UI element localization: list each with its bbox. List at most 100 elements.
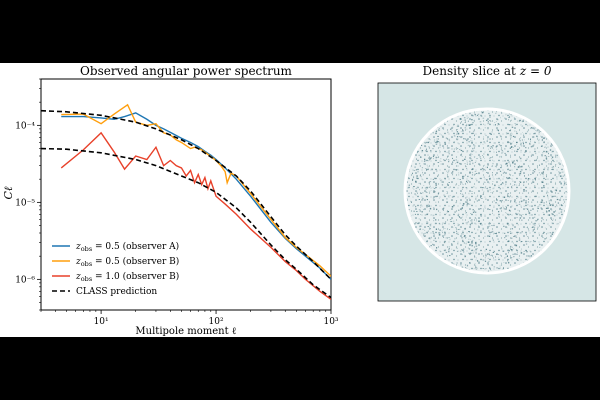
- density-speck: [438, 141, 440, 144]
- density-speck: [470, 213, 472, 214]
- density-speck: [516, 131, 518, 133]
- series-line-0: [61, 112, 331, 280]
- density-speck: [422, 174, 424, 176]
- density-speck: [456, 138, 459, 140]
- density-speck: [483, 136, 485, 138]
- density-speck: [440, 161, 442, 162]
- density-speck: [437, 157, 439, 158]
- density-speck: [536, 158, 538, 160]
- density-speck: [482, 193, 484, 195]
- density-speck: [519, 214, 521, 216]
- density-speck: [461, 182, 463, 184]
- density-speck: [497, 254, 499, 255]
- density-speck: [413, 176, 415, 178]
- density-speck: [467, 203, 469, 205]
- density-speck: [555, 154, 557, 157]
- density-speck: [511, 246, 513, 248]
- density-speck: [430, 237, 432, 239]
- density-speck: [429, 159, 430, 161]
- density-speck: [530, 255, 532, 257]
- density-speck: [551, 196, 553, 198]
- density-speck: [527, 178, 530, 180]
- density-speck: [424, 229, 426, 231]
- density-speck: [422, 171, 423, 174]
- density-speck: [477, 194, 479, 197]
- density-speck: [426, 164, 428, 166]
- density-speck: [523, 205, 526, 207]
- density-speck: [422, 192, 424, 194]
- density-speck: [462, 219, 464, 221]
- density-speck: [475, 248, 477, 251]
- density-speck: [419, 175, 421, 177]
- density-speck: [445, 151, 447, 153]
- density-speck: [470, 243, 472, 246]
- density-speck: [534, 132, 536, 134]
- density-speck: [489, 235, 491, 237]
- density-speck: [443, 241, 446, 243]
- density-speck: [486, 188, 488, 190]
- density-speck: [530, 138, 531, 141]
- density-speck: [470, 139, 472, 142]
- density-speck: [483, 168, 485, 170]
- density-speck: [457, 215, 459, 216]
- density-speck: [467, 139, 469, 141]
- density-speck: [473, 186, 475, 188]
- density-speck: [492, 181, 494, 182]
- density-speck: [513, 248, 515, 250]
- density-speck: [452, 157, 454, 160]
- density-speck: [529, 144, 531, 145]
- density-speck: [432, 232, 434, 234]
- density-speck: [425, 188, 427, 190]
- density-speck: [428, 181, 431, 183]
- density-speck: [429, 139, 431, 141]
- density-speck: [547, 167, 549, 169]
- density-speck: [455, 184, 457, 186]
- density-speck: [484, 260, 487, 262]
- density-speck: [561, 171, 563, 173]
- density-speck: [517, 232, 519, 233]
- density-speck: [493, 191, 495, 193]
- density-speck: [507, 194, 509, 196]
- density-speck: [442, 232, 444, 234]
- density-speck: [482, 117, 485, 119]
- density-speck: [484, 158, 485, 160]
- density-speck: [432, 207, 435, 208]
- density-speck: [461, 253, 463, 256]
- density-speck: [430, 228, 431, 230]
- density-speck: [534, 141, 535, 143]
- density-speck: [537, 166, 538, 169]
- density-speck: [499, 200, 501, 202]
- density-speck: [461, 233, 463, 235]
- density-speck: [438, 141, 440, 143]
- density-speck: [432, 165, 434, 167]
- density-speck: [528, 255, 530, 257]
- density-speck: [415, 180, 417, 182]
- density-speck: [466, 162, 468, 164]
- density-speck: [446, 145, 448, 147]
- density-speck: [436, 195, 439, 197]
- density-speck: [435, 182, 437, 185]
- density-speck: [510, 245, 512, 248]
- density-speck: [542, 201, 543, 203]
- density-speck: [511, 146, 513, 147]
- density-speck: [512, 225, 514, 227]
- density-speck: [551, 166, 554, 169]
- density-speck: [475, 265, 476, 267]
- density-speck: [509, 173, 510, 176]
- density-speck: [425, 146, 427, 148]
- density-speck: [419, 182, 421, 184]
- density-speck: [451, 227, 454, 228]
- legend-entry-label: zobs = 0.5 (observer B): [75, 256, 179, 268]
- density-speck: [532, 229, 534, 231]
- density-speck: [481, 111, 484, 114]
- density-speck: [507, 235, 509, 237]
- density-speck: [529, 143, 531, 145]
- density-speck: [517, 146, 519, 147]
- density-speck: [446, 170, 448, 172]
- density-speck: [498, 215, 500, 217]
- density-speck: [550, 194, 552, 196]
- density-speck: [444, 228, 446, 229]
- density-speck: [524, 175, 525, 177]
- density-speck: [459, 202, 461, 205]
- density-speck: [422, 179, 424, 181]
